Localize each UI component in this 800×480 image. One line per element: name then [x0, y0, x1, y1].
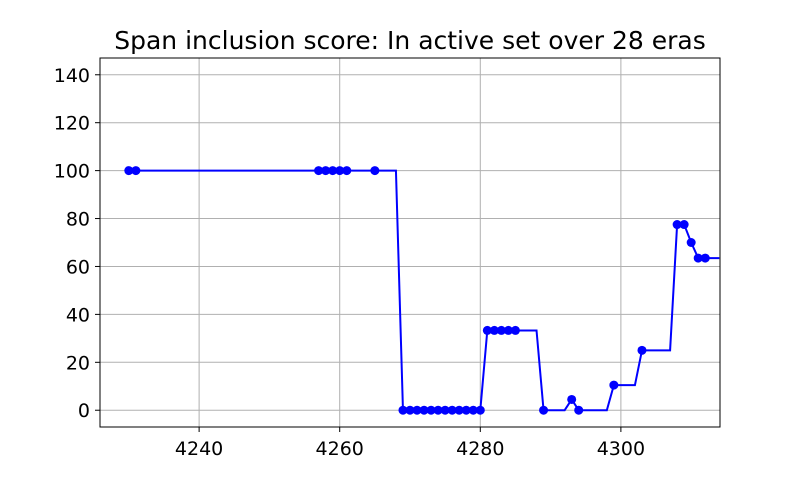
series-line [128, 169, 720, 412]
data-point [412, 405, 422, 415]
y-tick-label: 20 [66, 352, 90, 374]
data-point [686, 238, 696, 247]
plot-frame [99, 57, 721, 428]
data-point [321, 166, 331, 176]
data-point [461, 405, 471, 415]
data-point [468, 405, 478, 415]
data-point [672, 220, 682, 230]
data-point [335, 166, 345, 176]
series-plot [124, 166, 720, 415]
grid-lines [100, 58, 720, 427]
data-point [433, 405, 443, 415]
data-point [567, 394, 577, 404]
chart-title: Span inclusion score: In active set over… [114, 26, 706, 55]
data-point [574, 405, 584, 415]
data-point [454, 405, 464, 415]
y-tick-label: 60 [66, 256, 90, 278]
y-tick-label: 120 [54, 113, 90, 135]
data-point [539, 405, 549, 415]
data-point [679, 220, 689, 230]
data-point [496, 325, 506, 335]
data-point [700, 253, 710, 263]
x-tick-label: 4280 [456, 438, 504, 460]
data-point [637, 345, 647, 355]
data-point [503, 325, 513, 335]
data-point [440, 405, 450, 415]
y-tick-label: 0 [78, 400, 90, 422]
data-point [405, 405, 415, 415]
data-point [342, 166, 352, 176]
data-point [419, 405, 429, 415]
x-tick-label: 4240 [175, 438, 223, 460]
y-tick-label: 140 [54, 65, 90, 87]
y-tick-label: 100 [54, 161, 90, 183]
data-point [609, 380, 619, 390]
data-point [124, 166, 134, 176]
data-point [426, 405, 436, 415]
data-point [693, 253, 703, 263]
axis-ticks: 4240 4260 4280 4300 0 20 40 60 80 100 120 140 [54, 65, 645, 460]
data-point [398, 405, 408, 415]
data-point [447, 405, 457, 415]
data-point [489, 325, 499, 335]
y-tick-label: 40 [66, 304, 90, 326]
data-point [328, 166, 338, 176]
data-point [314, 166, 324, 176]
data-point [510, 325, 520, 335]
x-tick-label: 4300 [597, 438, 645, 460]
data-point [482, 325, 492, 335]
data-point [475, 405, 485, 415]
x-tick-label: 4260 [316, 438, 364, 460]
data-point [131, 166, 141, 176]
data-point [370, 166, 380, 176]
y-tick-label: 80 [66, 209, 90, 231]
